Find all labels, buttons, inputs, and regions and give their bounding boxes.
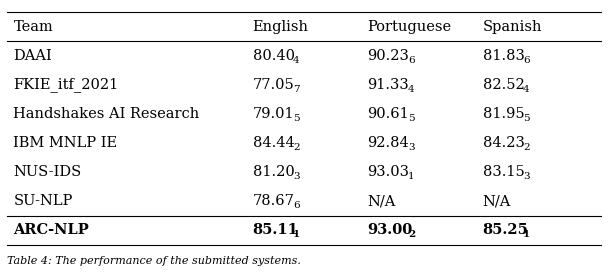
Text: Table 4: The performance of the submitted systems.: Table 4: The performance of the submitte… — [7, 255, 302, 265]
Text: NUS-IDS: NUS-IDS — [13, 165, 81, 179]
Text: 3: 3 — [293, 172, 300, 181]
Text: 5: 5 — [523, 114, 530, 123]
Text: 81.83: 81.83 — [483, 49, 525, 63]
Text: 92.84: 92.84 — [368, 136, 409, 150]
Text: 4: 4 — [523, 85, 530, 94]
Text: 77.05: 77.05 — [252, 78, 294, 92]
Text: 2: 2 — [523, 143, 530, 152]
Text: IBM MNLP IE: IBM MNLP IE — [13, 136, 117, 150]
Text: 81.95: 81.95 — [483, 107, 524, 121]
Text: English: English — [252, 20, 308, 34]
Text: 93.03: 93.03 — [368, 165, 410, 179]
Text: Handshakes AI Research: Handshakes AI Research — [13, 107, 200, 121]
Text: ARC-NLP: ARC-NLP — [13, 223, 89, 237]
Text: 4: 4 — [293, 56, 300, 65]
Text: 90.23: 90.23 — [368, 49, 409, 63]
Text: 85.11: 85.11 — [252, 223, 299, 237]
Text: 84.44: 84.44 — [252, 136, 294, 150]
Text: 1: 1 — [523, 230, 530, 239]
Text: 7: 7 — [293, 85, 300, 94]
Text: 4: 4 — [408, 85, 415, 94]
Text: 6: 6 — [523, 56, 530, 65]
Text: 83.15: 83.15 — [483, 165, 524, 179]
Text: DAAI: DAAI — [13, 49, 52, 63]
Text: 78.67: 78.67 — [252, 194, 294, 208]
Text: 90.61: 90.61 — [368, 107, 409, 121]
Text: SU-NLP: SU-NLP — [13, 194, 73, 208]
Text: 85.25: 85.25 — [483, 223, 528, 237]
Text: N/A: N/A — [368, 194, 396, 208]
Text: 5: 5 — [408, 114, 415, 123]
Text: Portuguese: Portuguese — [368, 20, 452, 34]
Text: 84.23: 84.23 — [483, 136, 525, 150]
Text: 3: 3 — [408, 143, 415, 152]
Text: 5: 5 — [293, 114, 300, 123]
Text: 93.00: 93.00 — [368, 223, 413, 237]
Text: N/A: N/A — [483, 194, 511, 208]
Text: FKIE_itf_2021: FKIE_itf_2021 — [13, 78, 119, 92]
Text: 79.01: 79.01 — [252, 107, 294, 121]
Text: 1: 1 — [408, 172, 415, 181]
Text: Team: Team — [13, 20, 54, 34]
Text: 91.33: 91.33 — [368, 78, 409, 92]
Text: 81.20: 81.20 — [252, 165, 294, 179]
Text: 3: 3 — [523, 172, 530, 181]
Text: 2: 2 — [293, 143, 300, 152]
Text: 6: 6 — [408, 56, 415, 65]
Text: Spanish: Spanish — [483, 20, 542, 34]
Text: 6: 6 — [293, 201, 300, 210]
Text: 82.52: 82.52 — [483, 78, 524, 92]
Text: 2: 2 — [408, 230, 415, 239]
Text: 80.40: 80.40 — [252, 49, 294, 63]
Text: 1: 1 — [293, 230, 300, 239]
